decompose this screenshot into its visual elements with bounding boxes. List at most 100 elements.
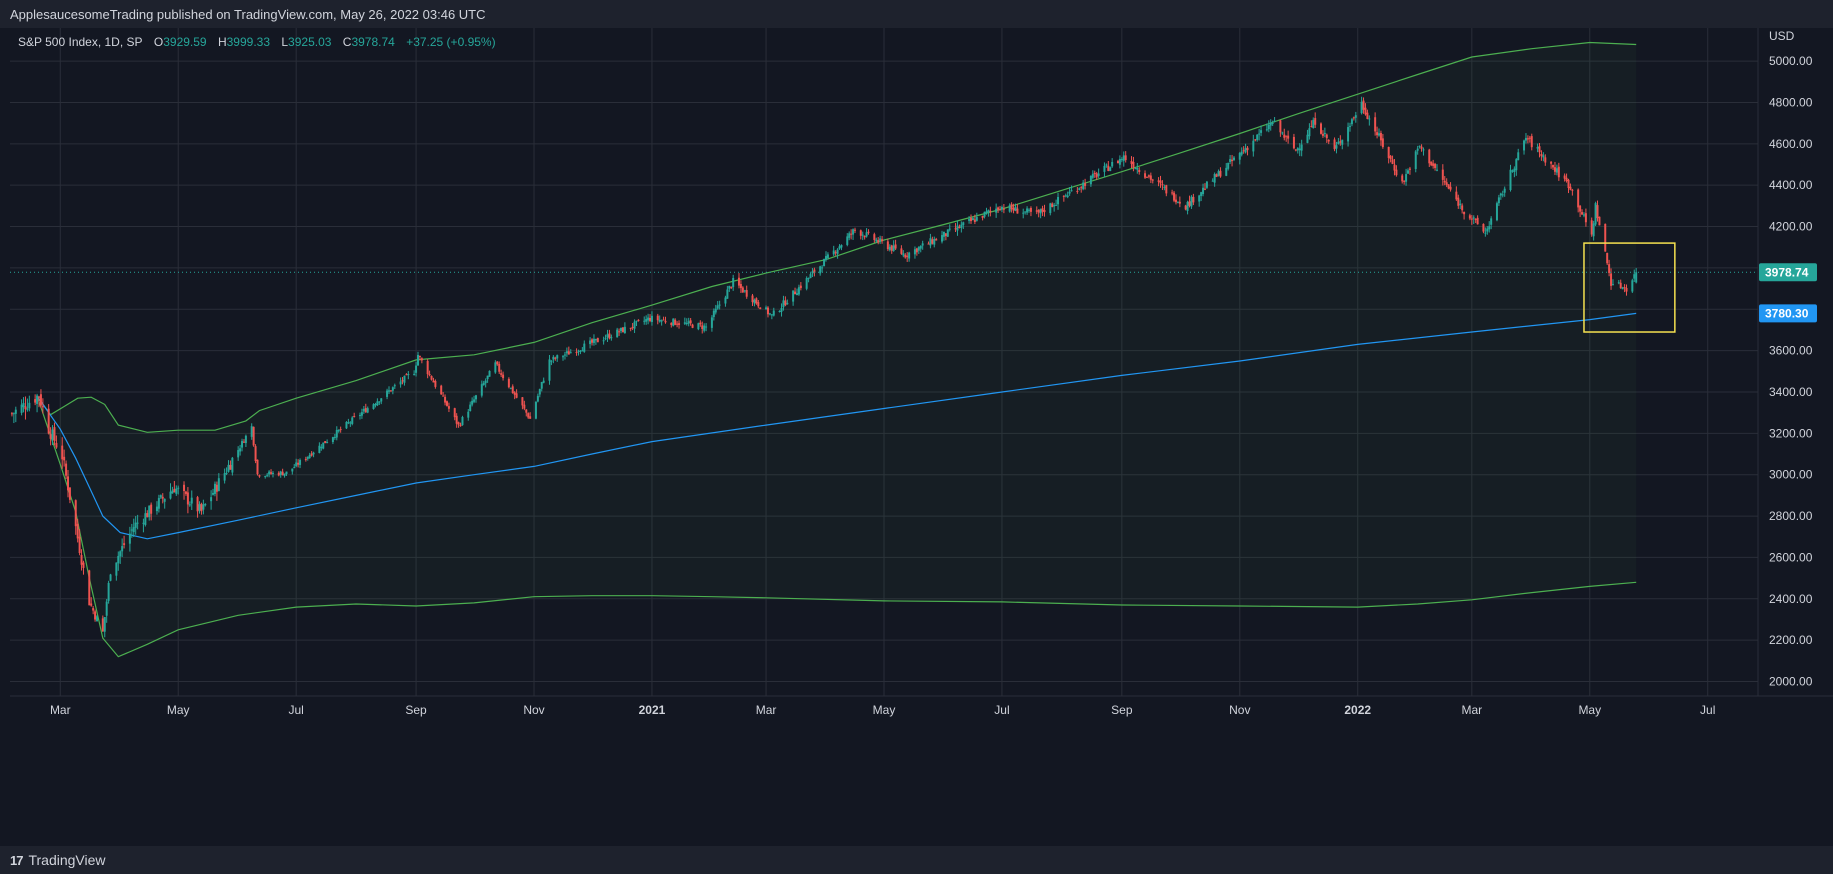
candle bbox=[148, 505, 151, 521]
candle bbox=[743, 289, 746, 293]
candle-body bbox=[308, 454, 311, 458]
candle-body bbox=[1037, 209, 1040, 213]
candle-body bbox=[1374, 117, 1377, 132]
candle-body bbox=[376, 401, 379, 406]
candle-body bbox=[1260, 130, 1263, 133]
candle-body bbox=[1232, 157, 1235, 160]
candle bbox=[1443, 176, 1446, 186]
price-chart[interactable]: USD 2000.00 2200.00 2400.00 2600.00 2800.00 30… bbox=[0, 28, 1833, 846]
candle bbox=[1501, 190, 1504, 198]
candle-body bbox=[1219, 170, 1222, 177]
candle-body bbox=[786, 302, 789, 305]
upper-band-line bbox=[36, 41, 1637, 433]
candle-body bbox=[904, 254, 907, 258]
candle bbox=[1138, 167, 1141, 175]
candle bbox=[892, 240, 895, 252]
candle bbox=[1540, 150, 1543, 161]
candle bbox=[1401, 173, 1404, 184]
candle-body bbox=[453, 408, 456, 418]
candle-body bbox=[929, 238, 932, 246]
candle bbox=[933, 236, 936, 248]
candle bbox=[1028, 208, 1031, 213]
candle bbox=[63, 449, 66, 467]
candle bbox=[985, 207, 988, 215]
candle bbox=[1584, 208, 1587, 227]
candle bbox=[366, 406, 369, 414]
close-label: C bbox=[342, 35, 352, 49]
candle-body bbox=[171, 490, 174, 494]
candle-body bbox=[312, 452, 315, 455]
candle-body bbox=[807, 277, 810, 279]
candle bbox=[386, 388, 389, 400]
candle-body bbox=[1379, 132, 1382, 141]
candle bbox=[575, 348, 578, 356]
candle bbox=[1097, 168, 1100, 178]
candle bbox=[1252, 134, 1255, 157]
candle-body bbox=[759, 307, 762, 310]
candle-body bbox=[1617, 282, 1620, 284]
candle bbox=[1395, 165, 1398, 177]
chart-area[interactable]: USD 2000.00 2200.00 2400.00 2600.00 2800.00 30… bbox=[0, 28, 1833, 846]
candle-body bbox=[1178, 201, 1181, 204]
candle bbox=[1577, 188, 1580, 213]
candle-body bbox=[958, 226, 961, 229]
candle-body bbox=[1287, 135, 1290, 139]
candle bbox=[24, 396, 27, 420]
candle bbox=[225, 467, 228, 476]
candle bbox=[649, 314, 652, 323]
candle-body bbox=[1335, 145, 1338, 149]
candle bbox=[1619, 279, 1622, 289]
candle-body bbox=[484, 380, 487, 384]
candle-body bbox=[1134, 168, 1137, 170]
candle-body bbox=[144, 513, 147, 526]
change-value: +37.25 (+0.95%) bbox=[406, 35, 496, 49]
candle-body bbox=[1395, 169, 1398, 176]
candle-body bbox=[242, 441, 245, 443]
candle bbox=[1436, 164, 1439, 172]
candle-body bbox=[1393, 164, 1396, 171]
candle-body bbox=[770, 314, 773, 316]
candle bbox=[1171, 189, 1174, 196]
candle-body bbox=[685, 323, 688, 325]
candle bbox=[579, 350, 582, 355]
candle-body bbox=[1408, 168, 1411, 170]
candle-body bbox=[821, 267, 824, 269]
candle bbox=[724, 295, 727, 307]
tradingview-logo[interactable]: 17 TradingView bbox=[10, 852, 106, 868]
candle-body bbox=[1403, 180, 1406, 182]
candle bbox=[1528, 135, 1531, 143]
candle bbox=[921, 240, 924, 250]
candle-body bbox=[386, 390, 389, 397]
candle bbox=[848, 231, 851, 241]
candle bbox=[279, 470, 282, 478]
candle bbox=[591, 338, 594, 346]
candle-body bbox=[621, 327, 624, 333]
candle bbox=[61, 437, 64, 469]
candle bbox=[797, 284, 800, 296]
candle-body bbox=[380, 398, 383, 402]
candle-body bbox=[892, 245, 895, 251]
candle-body bbox=[1482, 223, 1485, 232]
candle bbox=[687, 317, 690, 327]
candle-body bbox=[291, 468, 294, 472]
candle bbox=[1254, 139, 1257, 142]
candle-body bbox=[1186, 201, 1189, 211]
candle bbox=[117, 551, 120, 571]
high-label: H bbox=[217, 35, 227, 49]
candles bbox=[10, 96, 1638, 638]
candle-body bbox=[1368, 118, 1371, 120]
candle bbox=[161, 493, 164, 504]
candle bbox=[312, 451, 315, 458]
candle-body bbox=[670, 322, 673, 326]
candle bbox=[507, 377, 510, 389]
candle-body bbox=[1391, 159, 1394, 164]
candle-body bbox=[1540, 153, 1543, 157]
candle bbox=[1229, 155, 1232, 165]
lower-band-line bbox=[36, 395, 1637, 658]
candle-body bbox=[565, 351, 568, 354]
candle-body bbox=[983, 211, 986, 217]
candle-body bbox=[1279, 120, 1282, 133]
candle-body bbox=[1581, 212, 1584, 215]
candle bbox=[618, 328, 621, 336]
tradingview-brand: TradingView bbox=[28, 852, 106, 868]
